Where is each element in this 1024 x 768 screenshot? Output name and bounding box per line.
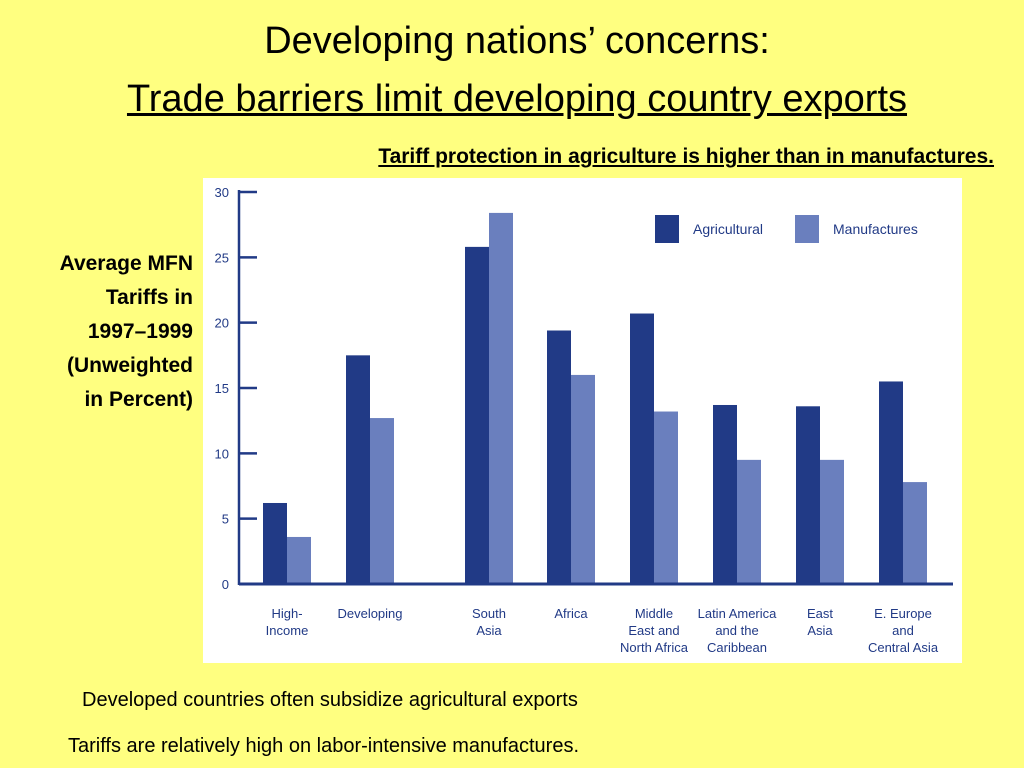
bar-agricultural (465, 246, 489, 584)
y-tick-label: 0 (222, 577, 229, 592)
bar-manufactures (571, 374, 595, 584)
x-category-label: South (472, 606, 506, 621)
bar-agricultural (547, 330, 571, 584)
x-category-label: Latin America (698, 606, 778, 621)
bar-manufactures (287, 536, 311, 584)
legend-label-agricultural: Agricultural (693, 221, 763, 237)
legend-label-manufactures: Manufactures (833, 221, 918, 237)
x-category-label: Africa (554, 606, 588, 621)
bar-agricultural (263, 502, 287, 584)
bar-manufactures (489, 212, 513, 584)
slide-subtitle: Trade barriers limit developing country … (126, 78, 908, 120)
x-category-label: East and (628, 623, 679, 638)
legend-swatch-manufactures (795, 215, 819, 243)
y-tick-label: 10 (215, 446, 229, 461)
x-category-label: Developing (337, 606, 402, 621)
bar-manufactures (737, 459, 761, 584)
y-tick-label: 15 (215, 381, 229, 396)
y-tick-label: 25 (215, 250, 229, 265)
x-category-label: East (807, 606, 833, 621)
bar-agricultural (630, 313, 654, 584)
bar-agricultural (879, 381, 903, 584)
bar-manufactures (903, 482, 927, 584)
x-category-label: Middle (635, 606, 673, 621)
x-category-label: Income (266, 623, 309, 638)
legend-swatch-agricultural (655, 215, 679, 243)
y-axis-label: Average MFN Tariffs in 1997–1999 (Unweig… (59, 252, 193, 411)
bar-agricultural (346, 355, 370, 584)
chart-panel: 0 5 10 15 20 25 30 High- Income Developing South As… (203, 178, 962, 663)
y-tick-label: 5 (222, 512, 229, 527)
x-category-label: Asia (807, 623, 833, 638)
note-subsidies: Developed countries often subsidize agri… (82, 689, 578, 711)
x-category-label: E. Europe (874, 606, 932, 621)
x-category-label: Caribbean (707, 640, 767, 655)
x-category-label: Asia (476, 623, 502, 638)
bar-agricultural (713, 404, 737, 584)
bar-agricultural (796, 406, 820, 584)
slide-title: Developing nations’ concerns: (264, 20, 770, 62)
x-category-label: and (892, 623, 914, 638)
x-category-label: North Africa (620, 640, 689, 655)
y-tick-label: 20 (215, 316, 229, 331)
x-category-label: High- (271, 606, 302, 621)
x-category-label: and the (715, 623, 758, 638)
bar-chart: 0 5 10 15 20 25 30 High- Income Developing South As… (215, 185, 953, 655)
bar-manufactures (654, 411, 678, 584)
y-tick-label: 30 (215, 185, 229, 200)
chart-heading: Tariff protection in agriculture is high… (378, 145, 994, 168)
bar-manufactures (820, 459, 844, 584)
note-tariffs: Tariffs are relatively high on labor-int… (68, 735, 579, 757)
bar-manufactures (370, 418, 394, 584)
x-category-label: Central Asia (868, 640, 939, 655)
